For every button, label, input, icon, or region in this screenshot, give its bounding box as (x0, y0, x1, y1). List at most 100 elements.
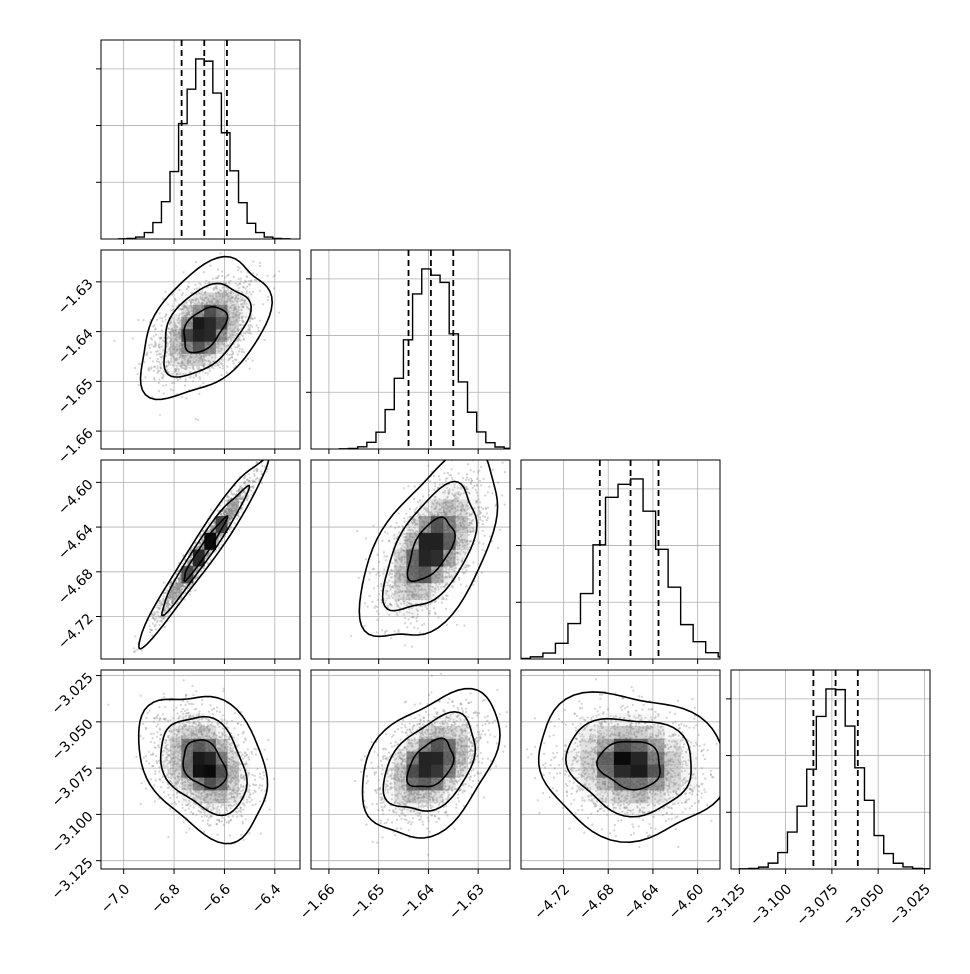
scatter-point (241, 349, 243, 351)
scatter-point (209, 370, 211, 372)
scatter-point (195, 418, 197, 420)
density-cell (170, 354, 182, 367)
scatter-point (209, 265, 211, 267)
density-cell (216, 305, 228, 318)
scatter-point (252, 260, 254, 262)
scatter-point (257, 453, 259, 455)
scatter-point (137, 373, 139, 375)
panel-frame (101, 40, 300, 239)
scatter-point (171, 382, 173, 384)
scatter-point (484, 494, 486, 496)
scatter-point (154, 366, 156, 368)
scatter-point (157, 372, 159, 374)
scatter-point (264, 339, 266, 341)
density-cell (181, 354, 193, 367)
scatter-point (179, 576, 181, 578)
scatter-point (175, 573, 177, 575)
scatter-point (227, 359, 229, 361)
scatter-point (159, 312, 161, 314)
scatter-point (380, 583, 382, 585)
scatter-point (178, 579, 180, 581)
density-cell (170, 317, 182, 330)
scatter-point (157, 604, 159, 606)
scatter-point (240, 271, 242, 273)
scatter-point (154, 379, 156, 381)
scatter-point (280, 454, 282, 456)
scatter-point (504, 504, 506, 506)
scatter-point (256, 324, 258, 326)
scatter-point (162, 595, 164, 597)
scatter-point (165, 384, 167, 386)
scatter-point (113, 340, 115, 342)
scatter-point (157, 358, 159, 360)
scatter-point (269, 453, 271, 455)
scatter-point (172, 389, 174, 391)
scatter-point (177, 379, 179, 381)
scatter-point (160, 324, 162, 326)
scatter-point (158, 390, 160, 392)
scatter-point (166, 589, 168, 591)
scatter-point (221, 374, 223, 376)
scatter-point (224, 510, 226, 512)
scatter-point (151, 629, 153, 631)
scatter-point (150, 351, 152, 353)
scatter-point (255, 453, 257, 455)
density-cell (159, 329, 171, 342)
scatter-point (422, 495, 424, 497)
density-cell (193, 354, 205, 367)
joint-content (350, 421, 525, 670)
density-cell (227, 293, 239, 306)
scatter-point (229, 354, 231, 356)
scatter-point (185, 380, 187, 382)
joint-content (113, 241, 280, 421)
scatter-point (177, 570, 179, 572)
scatter-point (449, 435, 451, 437)
scatter-point (167, 303, 169, 305)
scatter-point (158, 382, 160, 384)
scatter-point (261, 465, 263, 467)
scatter-point (254, 475, 256, 477)
scatter-point (148, 367, 150, 369)
scatter-point (138, 363, 140, 365)
scatter-point (221, 270, 223, 272)
scatter-point (157, 365, 159, 367)
scatter-point (222, 367, 224, 369)
scatter-point (154, 341, 156, 343)
scatter-point (236, 518, 238, 520)
scatter-point (157, 350, 159, 352)
scatter-point (396, 522, 398, 524)
scatter-point (148, 344, 150, 346)
scatter-point (136, 649, 138, 651)
scatter-point (254, 468, 256, 470)
scatter-point (153, 335, 155, 337)
scatter-point (148, 369, 150, 371)
scatter-point (159, 414, 161, 416)
scatter-point (250, 333, 252, 335)
density-cell (239, 280, 251, 293)
density-cell (181, 305, 193, 318)
density-cell (216, 280, 228, 293)
scatter-point (212, 278, 214, 280)
scatter-point (170, 388, 172, 390)
scatter-point (234, 522, 236, 524)
scatter-point (243, 351, 245, 353)
density-cell (239, 329, 251, 342)
scatter-point (253, 241, 255, 243)
scatter-point (238, 278, 240, 280)
scatter-point (161, 317, 163, 319)
scatter-point (233, 276, 235, 278)
density-cell (193, 293, 205, 306)
scatter-point (230, 491, 232, 493)
scatter-point (380, 585, 382, 587)
scatter-point (208, 522, 210, 524)
scatter-point (267, 299, 269, 301)
scatter-point (267, 468, 269, 470)
scatter-point (144, 376, 146, 378)
scatter-point (219, 366, 221, 368)
scatter-point (365, 537, 367, 539)
scatter-point (221, 275, 223, 277)
scatter-point (364, 602, 366, 604)
scatter-point (257, 327, 259, 329)
scatter-point (246, 276, 248, 278)
scatter-point (258, 330, 260, 332)
